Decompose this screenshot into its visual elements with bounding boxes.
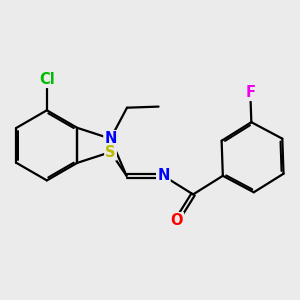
Text: Cl: Cl	[39, 72, 55, 87]
Text: F: F	[245, 85, 255, 100]
Text: N: N	[157, 168, 170, 183]
Text: N: N	[104, 131, 117, 146]
Text: O: O	[170, 213, 183, 228]
Text: S: S	[105, 145, 116, 160]
